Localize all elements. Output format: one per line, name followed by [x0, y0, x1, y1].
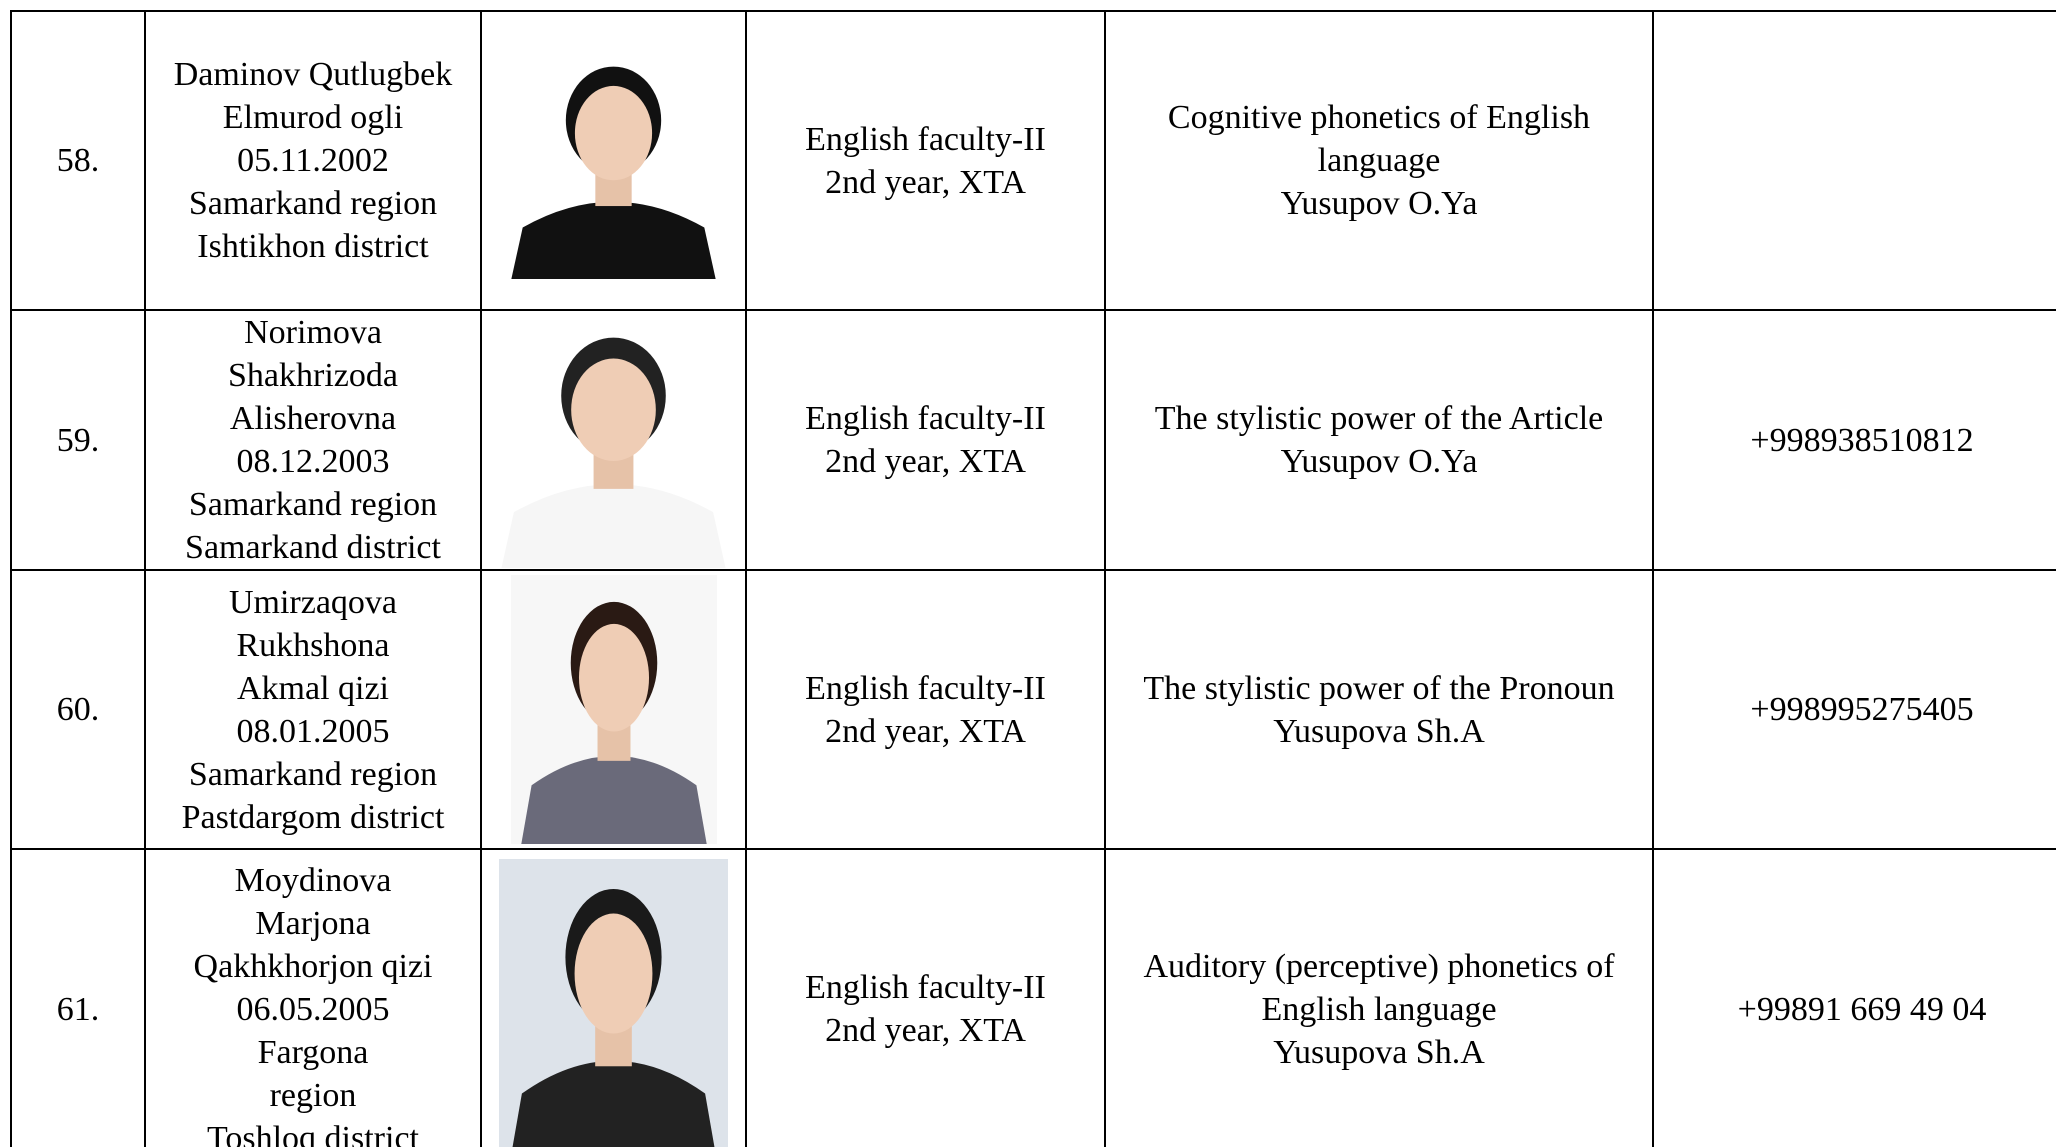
cell-line: Daminov Qutlugbek [173, 56, 453, 93]
photo-cell [480, 10, 747, 311]
cell-line: English faculty-II [805, 669, 1046, 707]
student-info: Daminov Qutlugbek Elmurod ogli 05.11.2002 S… [144, 10, 482, 311]
cell-line: Yusupova Sh.A [1273, 712, 1485, 750]
row-number: 60. [10, 569, 146, 850]
cell-line: Ishtikhon district [197, 228, 429, 265]
cell-line: Pastdargom district [181, 798, 445, 836]
cell-line: 2nd year, XTA [825, 163, 1026, 201]
photo-face [571, 358, 656, 461]
cell-line: region [269, 1076, 357, 1114]
table-row: 59. Norimova Shakhrizoda Alisherovna 08.12.2… [10, 309, 2056, 571]
cell-line: The stylistic power of the Pronoun [1143, 669, 1615, 707]
photo-body [511, 201, 716, 279]
phone: +998995275405 [1652, 569, 2056, 850]
phone [1652, 10, 2056, 311]
cell-line: Yusupova Sh.A [1273, 1033, 1485, 1071]
cell-line: Umirzaqova [228, 583, 398, 621]
cell-line: Qakhkhorjon qizi [193, 947, 433, 985]
cell-line: Moydinova [234, 861, 392, 899]
photo-cell [480, 848, 747, 1147]
row-number: 58. [10, 10, 146, 311]
cell-line: Shakhrizoda [228, 357, 398, 394]
student-photo [500, 42, 727, 279]
table-row: 61. Moydinova Marjona Qakhkhorjon qizi 06.05… [10, 848, 2056, 1147]
cell-line: 05.11.2002 [237, 142, 389, 179]
student-info: Moydinova Marjona Qakhkhorjon qizi 06.05.20… [144, 848, 482, 1147]
phone: +998938510812 [1652, 309, 2056, 571]
cell-line: Yusupov O.Ya [1280, 185, 1478, 222]
row-number: 59. [10, 309, 146, 571]
student-info: Norimova Shakhrizoda Alisherovna 08.12.2003… [144, 309, 482, 571]
cell-line: The stylistic power of the Article [1154, 400, 1604, 437]
cell-line: Cognitive phonetics of English [1167, 99, 1591, 136]
faculty: English faculty-II 2nd year, XTA [745, 848, 1106, 1147]
photo-cell [480, 309, 747, 571]
cell-line: Toshloq district [206, 1119, 419, 1147]
cell-line: Norimova [244, 314, 382, 351]
cell-line: English language [1261, 990, 1497, 1028]
photo-cell [480, 569, 747, 850]
cell-line: Rukhshona [236, 626, 390, 664]
student-table: 58. Daminov Qutlugbek Elmurod ogli 05.11.20… [10, 10, 2056, 1147]
phone: +99891 669 49 04 [1652, 848, 2056, 1147]
cell-line: 2nd year, XTA [825, 712, 1026, 750]
cell-line: Alisherovna [229, 400, 397, 437]
table-row: 58. Daminov Qutlugbek Elmurod ogli 05.11.20… [10, 10, 2056, 311]
cell-line: Samarkand district [185, 529, 441, 566]
table-body: 58. Daminov Qutlugbek Elmurod ogli 05.11.20… [10, 10, 2056, 1147]
student-info: Umirzaqova Rukhshona Akmal qizi 08.01.2005 S… [144, 569, 482, 850]
cell-line: 2nd year, XTA [825, 1012, 1026, 1049]
cell-line: English faculty-II [805, 120, 1046, 158]
table-row: 60. Umirzaqova Rukhshona Akmal qizi 08.01.20… [10, 569, 2056, 850]
faculty: English faculty-II 2nd year, XTA [745, 569, 1106, 850]
topic: The stylistic power of the Pronoun Yusupo… [1104, 569, 1654, 850]
photo-face [574, 85, 653, 180]
topic: Cognitive phonetics of English language Yu… [1104, 10, 1654, 311]
photo-body [520, 755, 707, 844]
cell-line: Elmurod ogli [222, 99, 404, 136]
cell-line: Auditory (perceptive) phonetics of [1143, 947, 1615, 985]
faculty: English faculty-II 2nd year, XTA [745, 309, 1106, 571]
cell-line: Marjona [255, 904, 371, 942]
cell-line: Akmal qizi [236, 669, 390, 707]
cell-line: Fargona [257, 1033, 369, 1071]
cell-line: Samarkand region [188, 755, 438, 793]
table-container: 58. Daminov Qutlugbek Elmurod ogli 05.11.20… [10, 10, 2056, 1147]
cell-line: 08.12.2003 [236, 443, 390, 480]
cell-line: English faculty-II [805, 400, 1046, 437]
photo-body [512, 1060, 715, 1147]
cell-line: Samarkand region [188, 185, 438, 222]
student-photo [499, 859, 728, 1147]
row-number: 61. [10, 848, 146, 1147]
photo-face [574, 913, 653, 1034]
faculty: English faculty-II 2nd year, XTA [745, 10, 1106, 311]
cell-line: 08.01.2005 [236, 712, 390, 750]
cell-line: Samarkand region [188, 486, 438, 523]
cell-line: 2nd year, XTA [825, 443, 1026, 480]
cell-line: 06.05.2005 [236, 990, 390, 1028]
cell-line: language [1317, 142, 1441, 179]
topic: The stylistic power of the Article Yusupo… [1104, 309, 1654, 571]
photo-face [578, 623, 649, 732]
photo-body [501, 484, 726, 568]
student-photo [489, 312, 738, 568]
topic: Auditory (perceptive) phonetics of Englis… [1104, 848, 1654, 1147]
student-photo [510, 575, 717, 844]
cell-line: Yusupov O.Ya [1280, 443, 1478, 480]
cell-line: English faculty-II [805, 969, 1046, 1006]
